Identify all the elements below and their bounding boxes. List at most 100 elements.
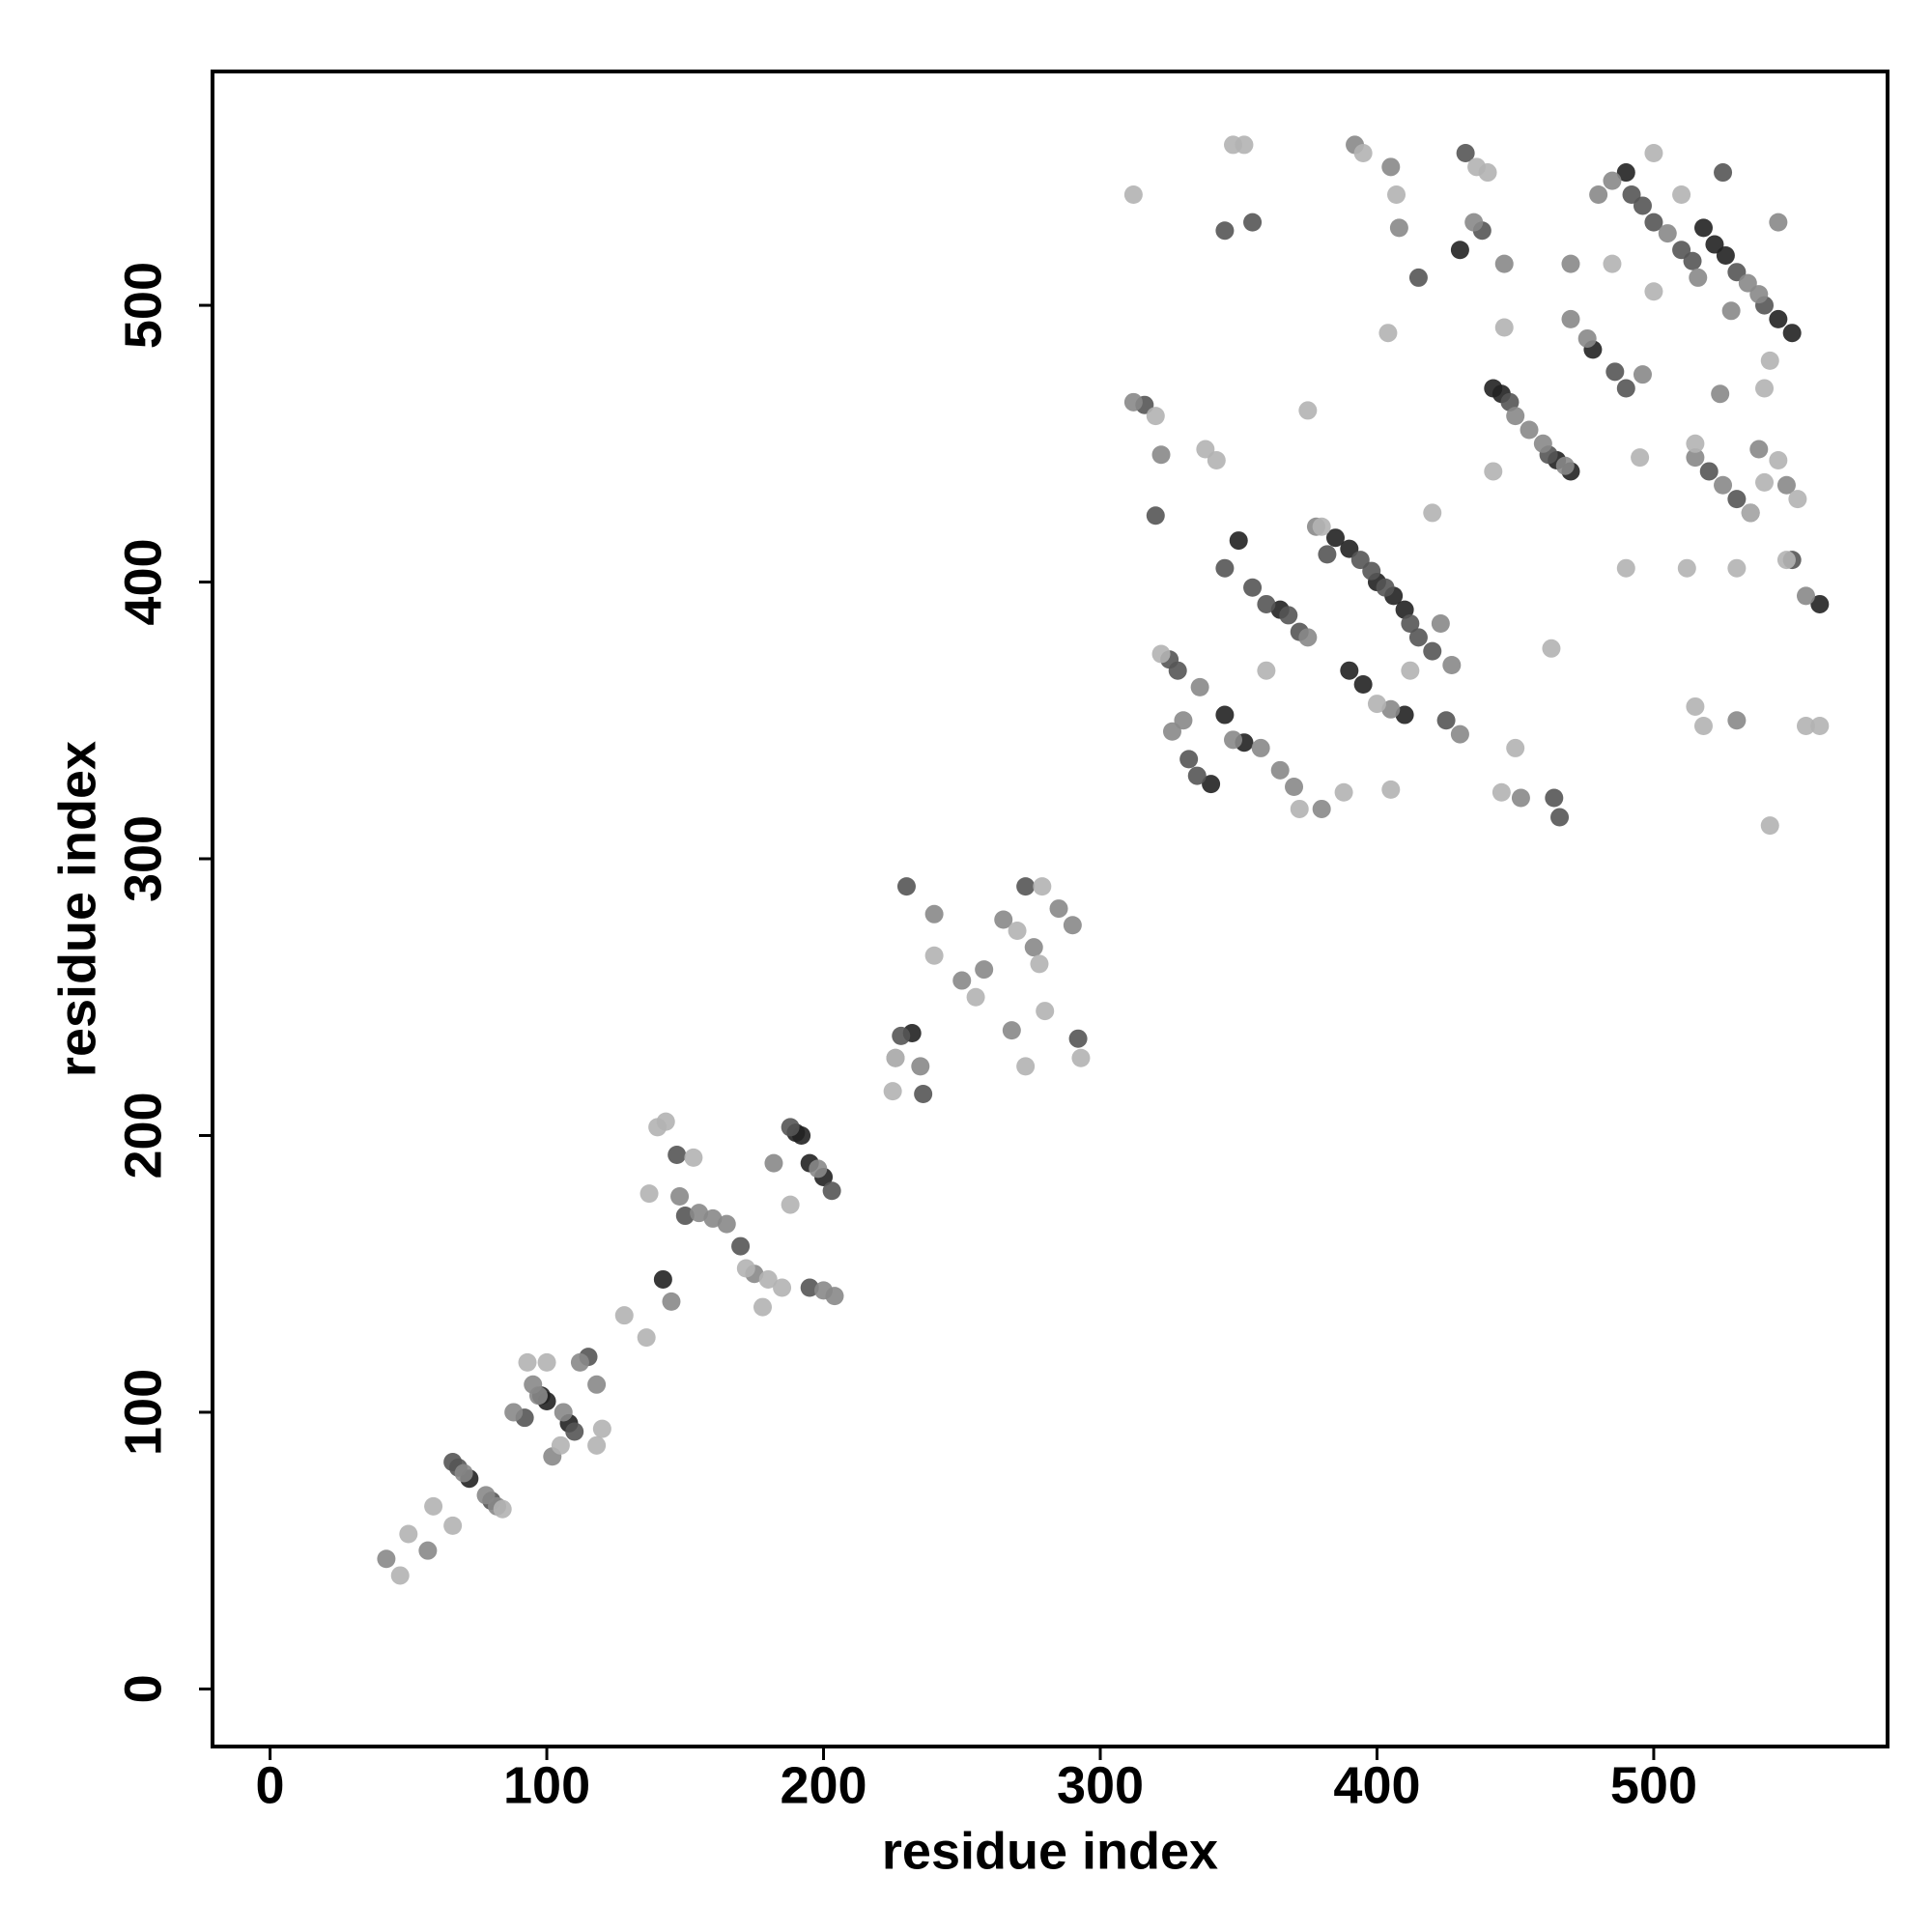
point [1030,954,1049,974]
point [825,1287,844,1306]
point [551,1435,570,1455]
point [753,1297,773,1317]
point [764,1153,783,1173]
point [1408,268,1428,287]
point [896,877,916,896]
point [668,1146,687,1165]
point [565,1422,584,1441]
x-axis-title: residue index [882,1822,1218,1880]
point [1533,434,1552,453]
point [1644,213,1663,232]
point [1251,738,1270,757]
point [1146,506,1165,526]
y-tick-label: 400 [114,538,172,625]
point [1500,392,1520,412]
point [1008,921,1027,940]
point [554,1403,573,1422]
point [1494,318,1514,337]
point [1711,384,1730,404]
point [1788,490,1807,509]
point [731,1236,751,1256]
point [1179,750,1199,769]
point [966,987,985,1007]
point [1810,594,1830,613]
point [690,1204,709,1223]
point [1755,472,1775,492]
point [570,1352,589,1372]
point [1577,328,1597,348]
point [1686,434,1705,453]
point [1644,144,1663,163]
point [1550,808,1570,827]
point [1257,594,1276,613]
point [1506,407,1525,426]
point [1727,490,1747,509]
point [1693,717,1713,736]
point [1683,251,1702,270]
point [1174,711,1193,730]
point [454,1463,473,1483]
point [587,1375,607,1394]
point [1714,475,1733,495]
point [994,910,1013,929]
point [1389,218,1408,238]
point [1123,185,1143,204]
point [1071,1048,1091,1067]
point [1616,558,1635,578]
point [1033,877,1052,896]
x-tick-label: 500 [1610,1756,1697,1814]
x-tick-label: 400 [1333,1756,1420,1814]
plot-frame [211,70,1889,1748]
point [1312,517,1331,536]
point [1376,578,1395,597]
point [1068,1029,1088,1048]
point [1605,362,1625,382]
point [1644,282,1663,301]
point [504,1403,524,1422]
point [1215,221,1235,241]
point [390,1566,410,1585]
point [1381,780,1401,799]
point [1561,254,1580,273]
point [1693,218,1713,238]
point [1063,916,1082,935]
point [1243,213,1263,232]
point [1207,450,1226,469]
point [1187,766,1207,785]
point [1318,545,1337,564]
point [975,960,994,980]
point [1796,717,1815,736]
point [911,1057,930,1076]
point [924,946,944,965]
point [1190,677,1209,696]
y-tick-label: 100 [114,1369,172,1456]
point [1387,185,1406,204]
point [424,1496,443,1516]
point [1401,614,1420,634]
point [1146,407,1165,426]
point [1686,696,1705,716]
point [1589,185,1608,204]
point [1658,224,1677,243]
point [1456,144,1475,163]
point [1312,799,1331,818]
point [1555,456,1575,475]
point [1408,628,1428,647]
point [883,1082,902,1101]
point [1689,268,1708,287]
point [377,1549,396,1569]
point [1542,639,1561,658]
y-tick-label: 500 [114,262,172,349]
x-tick-label: 0 [256,1756,285,1814]
point [528,1386,548,1406]
point [1257,661,1276,680]
point [675,1207,695,1226]
point [443,1516,463,1535]
point [1223,730,1242,750]
point [1036,1002,1055,1021]
point [1016,877,1036,896]
point [1464,213,1484,232]
point [892,1026,911,1045]
point [1353,675,1373,695]
